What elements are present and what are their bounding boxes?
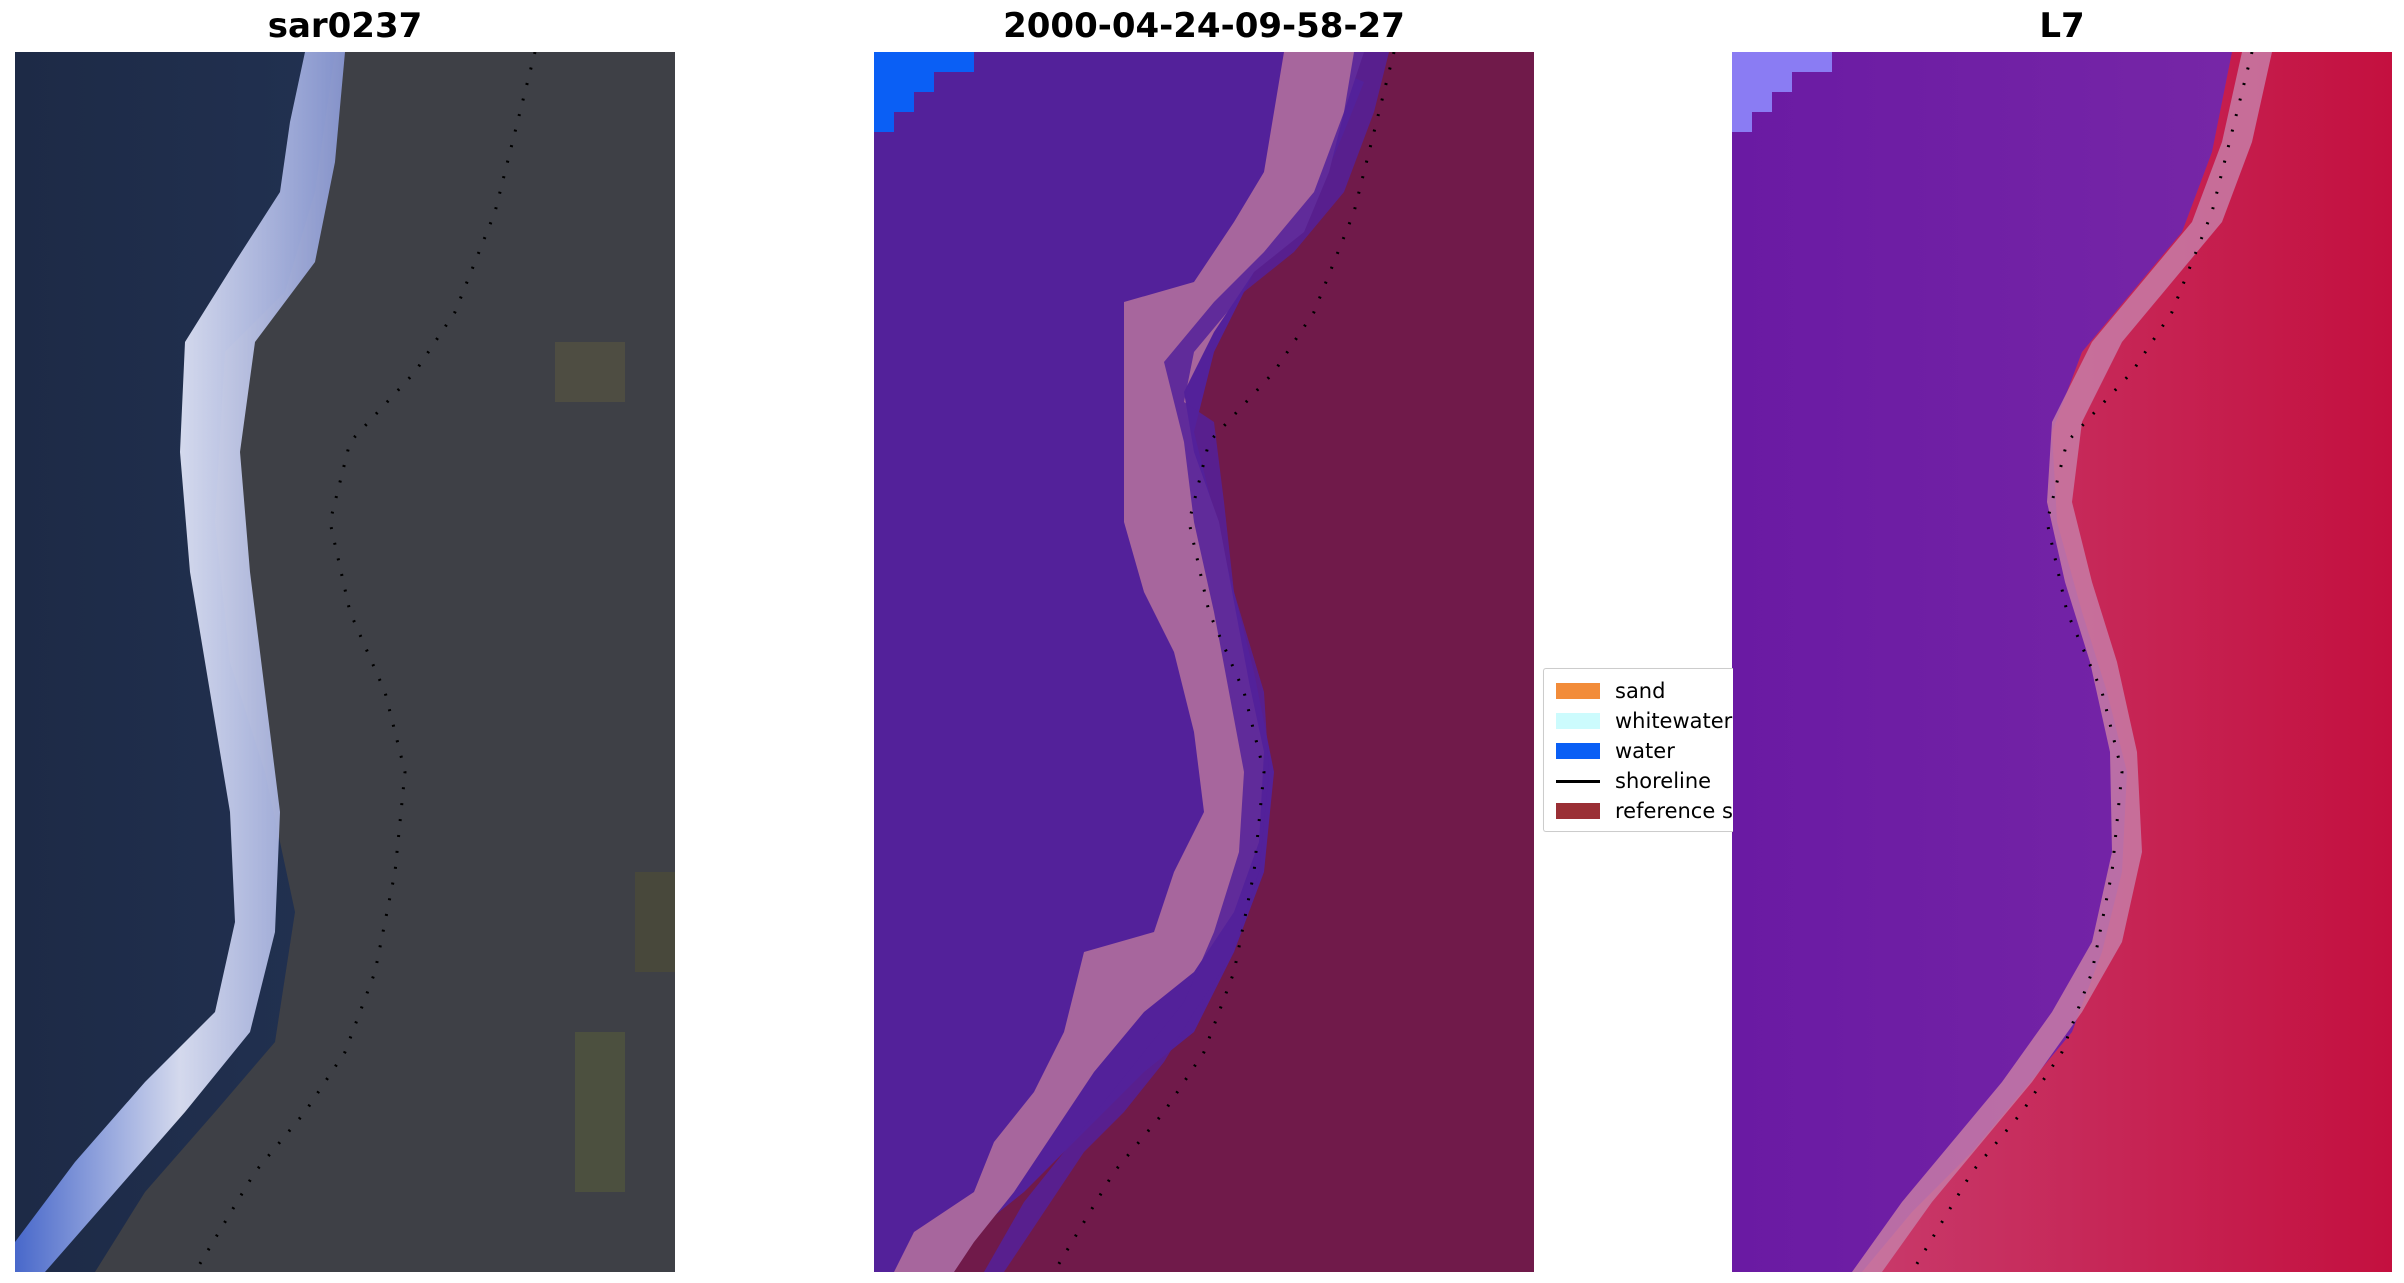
legend-swatch-sand xyxy=(1556,683,1600,699)
legend-label: sand xyxy=(1615,679,1666,703)
legend-label: whitewater xyxy=(1615,709,1733,733)
legend-label: shoreline xyxy=(1615,769,1712,793)
classification-panel xyxy=(874,52,1534,1272)
rgb-satellite-image xyxy=(15,52,675,1272)
panel-title-index: L7 xyxy=(2039,6,2085,46)
legend-label: reference sl xyxy=(1615,799,1733,823)
rgb-image-panel xyxy=(15,52,675,1272)
legend-label: water xyxy=(1615,739,1675,763)
legend-item-shoreline: shoreline xyxy=(1556,769,1733,793)
legend-item-reference-shoreline: reference sl xyxy=(1556,799,1733,823)
index-panel xyxy=(1732,52,2392,1272)
legend-item-sand: sand xyxy=(1556,679,1733,703)
legend: sand whitewater water shoreline referenc… xyxy=(1543,668,1733,832)
classification-image xyxy=(874,52,1534,1272)
legend-swatch-reference-shoreline xyxy=(1556,803,1600,819)
legend-swatch-water xyxy=(1556,743,1600,759)
legend-item-water: water xyxy=(1556,739,1733,763)
panel-title-rgb: sar0237 xyxy=(267,6,423,46)
legend-item-whitewater: whitewater xyxy=(1556,709,1733,733)
legend-line-shoreline xyxy=(1556,779,1600,783)
legend-swatch-whitewater xyxy=(1556,713,1600,729)
index-image xyxy=(1732,52,2392,1272)
panel-title-classification: 2000-04-24-09-58-27 xyxy=(1003,6,1405,46)
